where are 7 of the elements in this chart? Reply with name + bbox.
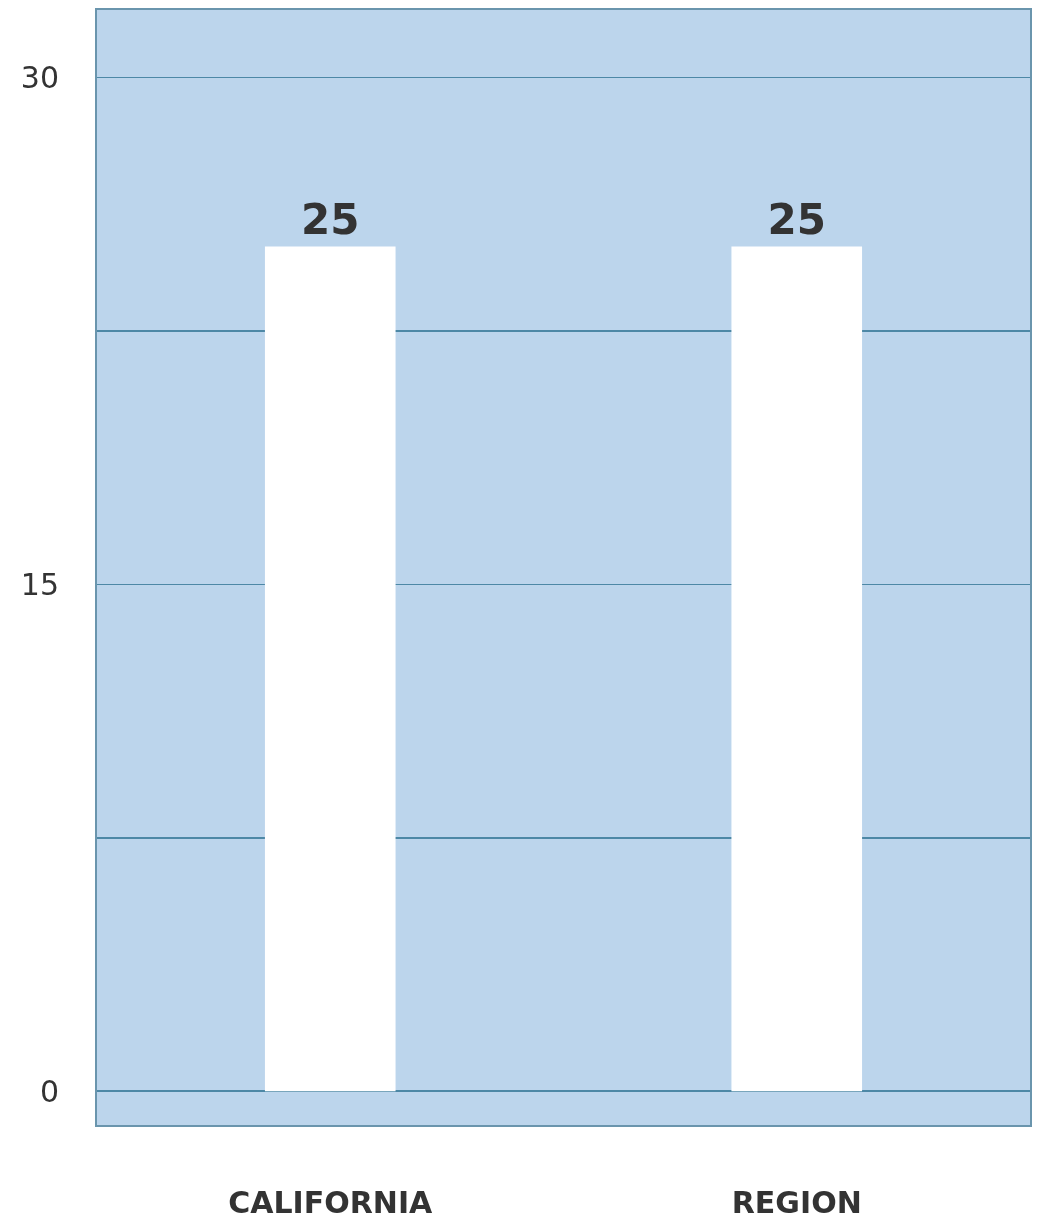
y-tick-label: 30 bbox=[20, 60, 59, 96]
data-label: 25 bbox=[301, 194, 360, 244]
y-tick-label: 15 bbox=[20, 566, 59, 602]
data-label: 25 bbox=[767, 194, 826, 244]
x-tick-label: REGION bbox=[731, 1185, 862, 1217]
y-tick-label: 0 bbox=[39, 1073, 59, 1109]
x-tick-label: CALIFORNIA bbox=[228, 1185, 434, 1217]
